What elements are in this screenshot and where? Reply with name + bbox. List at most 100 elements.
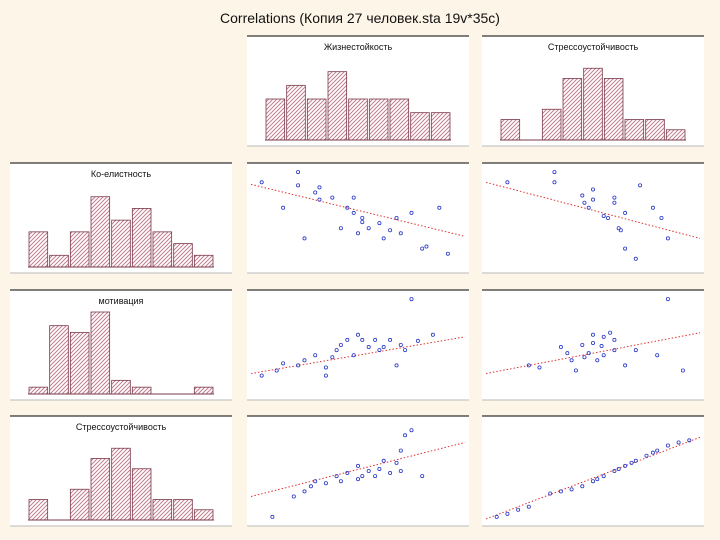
scatter-point xyxy=(296,183,301,188)
scatter-point xyxy=(338,479,343,484)
scatter-point xyxy=(595,358,600,363)
scatter-point xyxy=(345,337,350,342)
regression-line xyxy=(250,336,466,375)
scatter-point xyxy=(601,213,606,218)
scatter-point xyxy=(526,504,531,509)
scatter-point xyxy=(398,448,403,453)
histogram-bar xyxy=(173,243,193,268)
scatter-point xyxy=(552,180,557,185)
scatter-point xyxy=(655,353,660,358)
histogram-bar xyxy=(541,108,562,141)
scatter-point xyxy=(360,474,365,479)
histogram-bar xyxy=(90,458,111,521)
histogram-bar xyxy=(28,499,49,521)
scatter-point xyxy=(338,226,343,231)
scatter-point xyxy=(351,195,356,200)
scatter-point xyxy=(424,244,429,249)
scatter-point xyxy=(381,236,386,241)
scatter-point xyxy=(445,251,450,256)
histogram-bar xyxy=(69,332,90,395)
histogram-bar xyxy=(193,386,214,395)
scatter-point xyxy=(623,246,628,251)
scatter-point xyxy=(687,438,692,443)
histogram-bar xyxy=(111,379,131,395)
histogram-bar xyxy=(327,71,348,141)
scatter-point xyxy=(565,351,570,356)
scatter-point xyxy=(296,363,301,368)
scatter-point xyxy=(612,337,617,342)
scatter-point xyxy=(638,183,643,188)
scatter-point xyxy=(680,368,685,373)
scatterplot-2-1 xyxy=(247,289,469,401)
histogram-2-0: мотивация xyxy=(10,289,232,401)
scatter-point xyxy=(569,487,574,492)
plot-area xyxy=(482,290,704,400)
histogram-title: Стрессоустойчивость xyxy=(76,422,167,432)
scatter-point xyxy=(377,221,382,226)
scatter-point xyxy=(388,337,393,342)
scatter-point xyxy=(558,345,563,350)
scatter-point xyxy=(398,468,403,473)
scatterplot-3-1 xyxy=(247,415,469,527)
scatter-point xyxy=(302,358,307,363)
scatter-point xyxy=(601,334,606,339)
scatter-point xyxy=(591,340,596,345)
scatter-point xyxy=(360,220,365,225)
scatter-point xyxy=(398,231,403,236)
histogram-bar xyxy=(500,119,521,141)
scatter-point xyxy=(366,345,371,350)
scatter-point xyxy=(655,448,660,453)
scatter-point xyxy=(608,330,613,335)
plot-area xyxy=(247,416,469,526)
scatter-point xyxy=(366,226,371,231)
scatterplot-3-2 xyxy=(482,415,704,527)
scatter-point xyxy=(629,460,634,465)
scatter-point xyxy=(558,489,563,494)
histogram-bar xyxy=(410,112,430,141)
scatter-point xyxy=(505,180,510,185)
histogram-bar xyxy=(49,254,69,268)
scatter-point xyxy=(296,170,301,175)
scatter-point xyxy=(580,484,585,489)
histogram-bar xyxy=(28,231,49,268)
histogram-bar xyxy=(69,231,90,268)
scatter-point xyxy=(599,344,604,349)
histogram-bar xyxy=(49,325,69,395)
scatter-point xyxy=(633,256,638,261)
histogram-bar xyxy=(69,488,90,521)
histogram-title: мотивация xyxy=(99,296,144,306)
scatter-point xyxy=(601,353,606,358)
scatter-point xyxy=(612,348,617,353)
scatter-point xyxy=(377,466,382,471)
scatterplot-1-1 xyxy=(247,162,469,274)
histogram-3-0: Стрессоустойчивость xyxy=(10,415,232,527)
scatter-point xyxy=(537,365,542,370)
scatter-point xyxy=(623,210,628,215)
scatter-point xyxy=(582,355,587,360)
scatter-point xyxy=(618,228,623,233)
scatter-point xyxy=(334,474,339,479)
scatter-point xyxy=(330,195,335,200)
scatter-point xyxy=(650,450,655,455)
scatter-point xyxy=(366,468,371,473)
scatter-point xyxy=(355,332,360,337)
scatter-point xyxy=(388,471,393,476)
histogram-bar xyxy=(131,386,152,395)
scatter-point xyxy=(317,197,322,202)
scatter-point xyxy=(659,215,664,220)
histogram-bar xyxy=(562,78,583,141)
histogram-bar xyxy=(348,98,368,141)
scatter-point xyxy=(355,231,360,236)
scatter-point xyxy=(420,474,425,479)
scatter-point xyxy=(409,428,414,433)
scatter-point xyxy=(338,342,343,347)
histogram-bar xyxy=(265,98,286,141)
scatter-point xyxy=(323,481,328,486)
regression-line xyxy=(485,332,701,375)
histogram-bar xyxy=(603,78,624,141)
histogram-bar xyxy=(430,112,451,141)
scatter-point xyxy=(409,210,414,215)
scatter-point xyxy=(612,468,617,473)
scatter-point xyxy=(351,210,356,215)
